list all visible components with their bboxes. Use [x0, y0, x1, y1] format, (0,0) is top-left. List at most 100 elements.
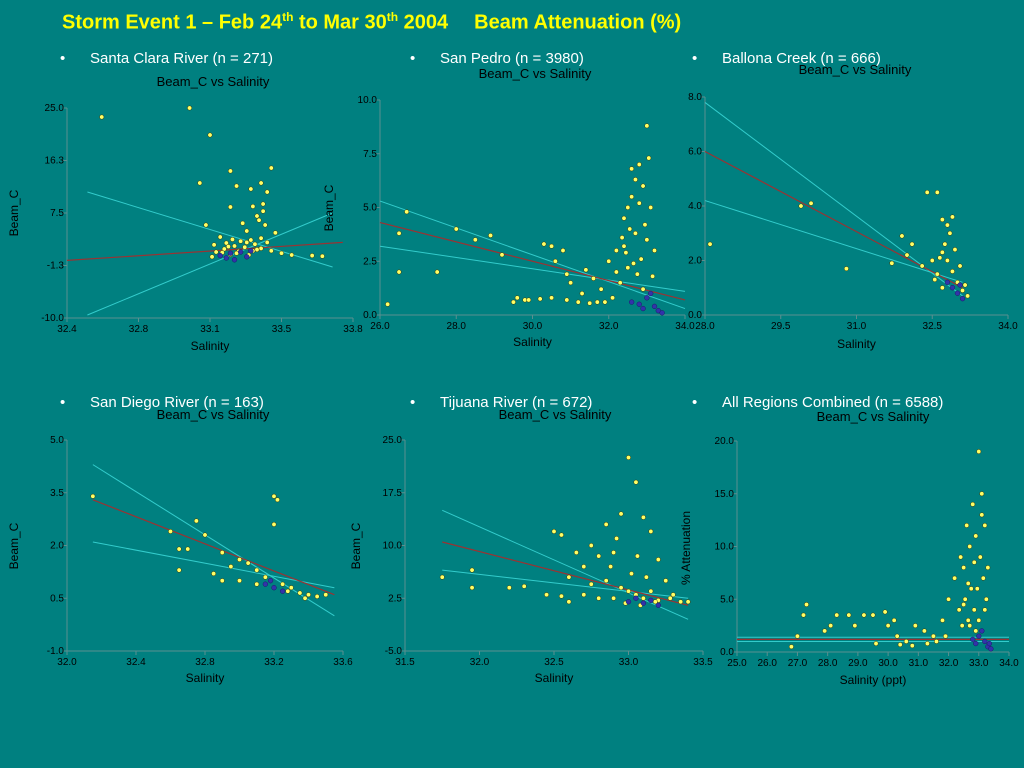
data-point: [279, 250, 284, 256]
x-tick-label: 28.0: [447, 321, 467, 332]
x-tick-label: 32.4: [126, 657, 146, 668]
data-point: [521, 583, 527, 589]
data-point: [285, 588, 291, 594]
data-point: [245, 560, 251, 566]
y-axis-label: Beam_C: [349, 522, 363, 569]
data-point: [640, 514, 646, 520]
data-point: [176, 546, 182, 552]
data-point: [613, 248, 619, 253]
data-point: [626, 455, 631, 461]
data-point: [804, 602, 809, 607]
data-point: [499, 252, 505, 258]
data-point: [621, 243, 627, 249]
data-point: [264, 239, 270, 245]
x-tick-label: 34.0: [998, 321, 1018, 332]
data-point: [254, 567, 260, 573]
data-point: [939, 217, 945, 223]
data-point: [469, 585, 475, 591]
data-point: [564, 297, 570, 303]
data-point: [974, 586, 980, 592]
data-point: [323, 592, 329, 598]
data-point: [611, 550, 617, 555]
x-tick-label: 33.5: [693, 657, 713, 668]
title-part-4: Beam Attenuation (%): [474, 11, 682, 34]
data-point: [594, 299, 600, 305]
data-point: [268, 165, 274, 171]
y-tick-label: 2.5: [388, 593, 402, 604]
data-point: [852, 623, 858, 629]
x-axis-label: Salinity (ppt): [840, 673, 907, 687]
data-point: [306, 592, 311, 598]
data-point: [549, 243, 555, 249]
data-point: [566, 574, 572, 580]
data-point: [288, 585, 294, 591]
title-sup-1: th: [282, 10, 294, 24]
data-point-dense: [244, 254, 250, 260]
data-point: [488, 233, 494, 238]
x-tick-label: 33.8: [343, 324, 363, 335]
data-point: [634, 271, 640, 277]
data-point: [962, 282, 968, 288]
data-point: [944, 222, 950, 228]
y-tick-label: 16.3: [45, 156, 65, 167]
data-point: [822, 628, 828, 634]
regression-line: [92, 499, 335, 596]
data-point: [256, 217, 262, 223]
x-tick-label: 29.5: [771, 321, 791, 332]
y-tick-label: 20.0: [715, 436, 735, 447]
x-tick-label: 32.5: [544, 657, 564, 668]
data-point: [271, 521, 277, 527]
data-point: [924, 189, 930, 195]
data-point-dense: [636, 301, 642, 307]
data-point: [640, 286, 646, 292]
data-point-dense: [959, 296, 966, 302]
data-point-dense: [944, 279, 951, 285]
data-point: [526, 297, 532, 303]
data-point: [237, 557, 242, 563]
x-tick-label: 30.0: [523, 321, 543, 332]
x-tick-label: 27.0: [788, 658, 808, 669]
data-point: [603, 521, 609, 527]
data-point: [202, 532, 208, 538]
confidence-line: [92, 464, 335, 617]
data-point: [207, 132, 213, 138]
data-point: [934, 271, 940, 277]
data-point-dense: [625, 599, 632, 605]
data-point: [958, 554, 964, 560]
data-point-dense: [248, 248, 254, 254]
data-point: [964, 522, 970, 528]
chart-title: Beam_C vs Salinity: [157, 407, 270, 422]
data-point-dense: [655, 602, 661, 608]
chart-title: Beam_C vs Salinity: [479, 66, 592, 81]
data-point: [961, 602, 967, 607]
y-tick-label: 7.5: [50, 208, 64, 219]
data-point-dense: [231, 257, 238, 263]
data-point: [579, 291, 585, 296]
data-point: [591, 276, 596, 281]
data-point: [983, 596, 989, 602]
confidence-line: [92, 541, 335, 589]
data-point: [652, 248, 657, 253]
data-point: [621, 215, 627, 221]
data-point: [919, 263, 925, 269]
data-point: [663, 578, 669, 584]
data-point: [794, 633, 800, 639]
data-point: [633, 479, 639, 485]
data-point: [581, 592, 587, 598]
data-point: [588, 581, 594, 587]
data-point: [939, 249, 945, 255]
data-point: [924, 641, 930, 647]
y-tick-label: -1.3: [47, 261, 65, 272]
x-tick-label: 31.5: [395, 657, 415, 668]
page-title: Storm Event 1 – Feb 24th to Mar 30th 200…: [62, 10, 681, 35]
data-point: [506, 585, 512, 591]
chart-title: Beam_C vs Salinity: [157, 74, 270, 89]
data-point: [934, 639, 939, 644]
data-point: [903, 639, 909, 644]
data-point: [262, 574, 268, 580]
data-point: [560, 248, 566, 253]
data-point: [611, 595, 617, 601]
